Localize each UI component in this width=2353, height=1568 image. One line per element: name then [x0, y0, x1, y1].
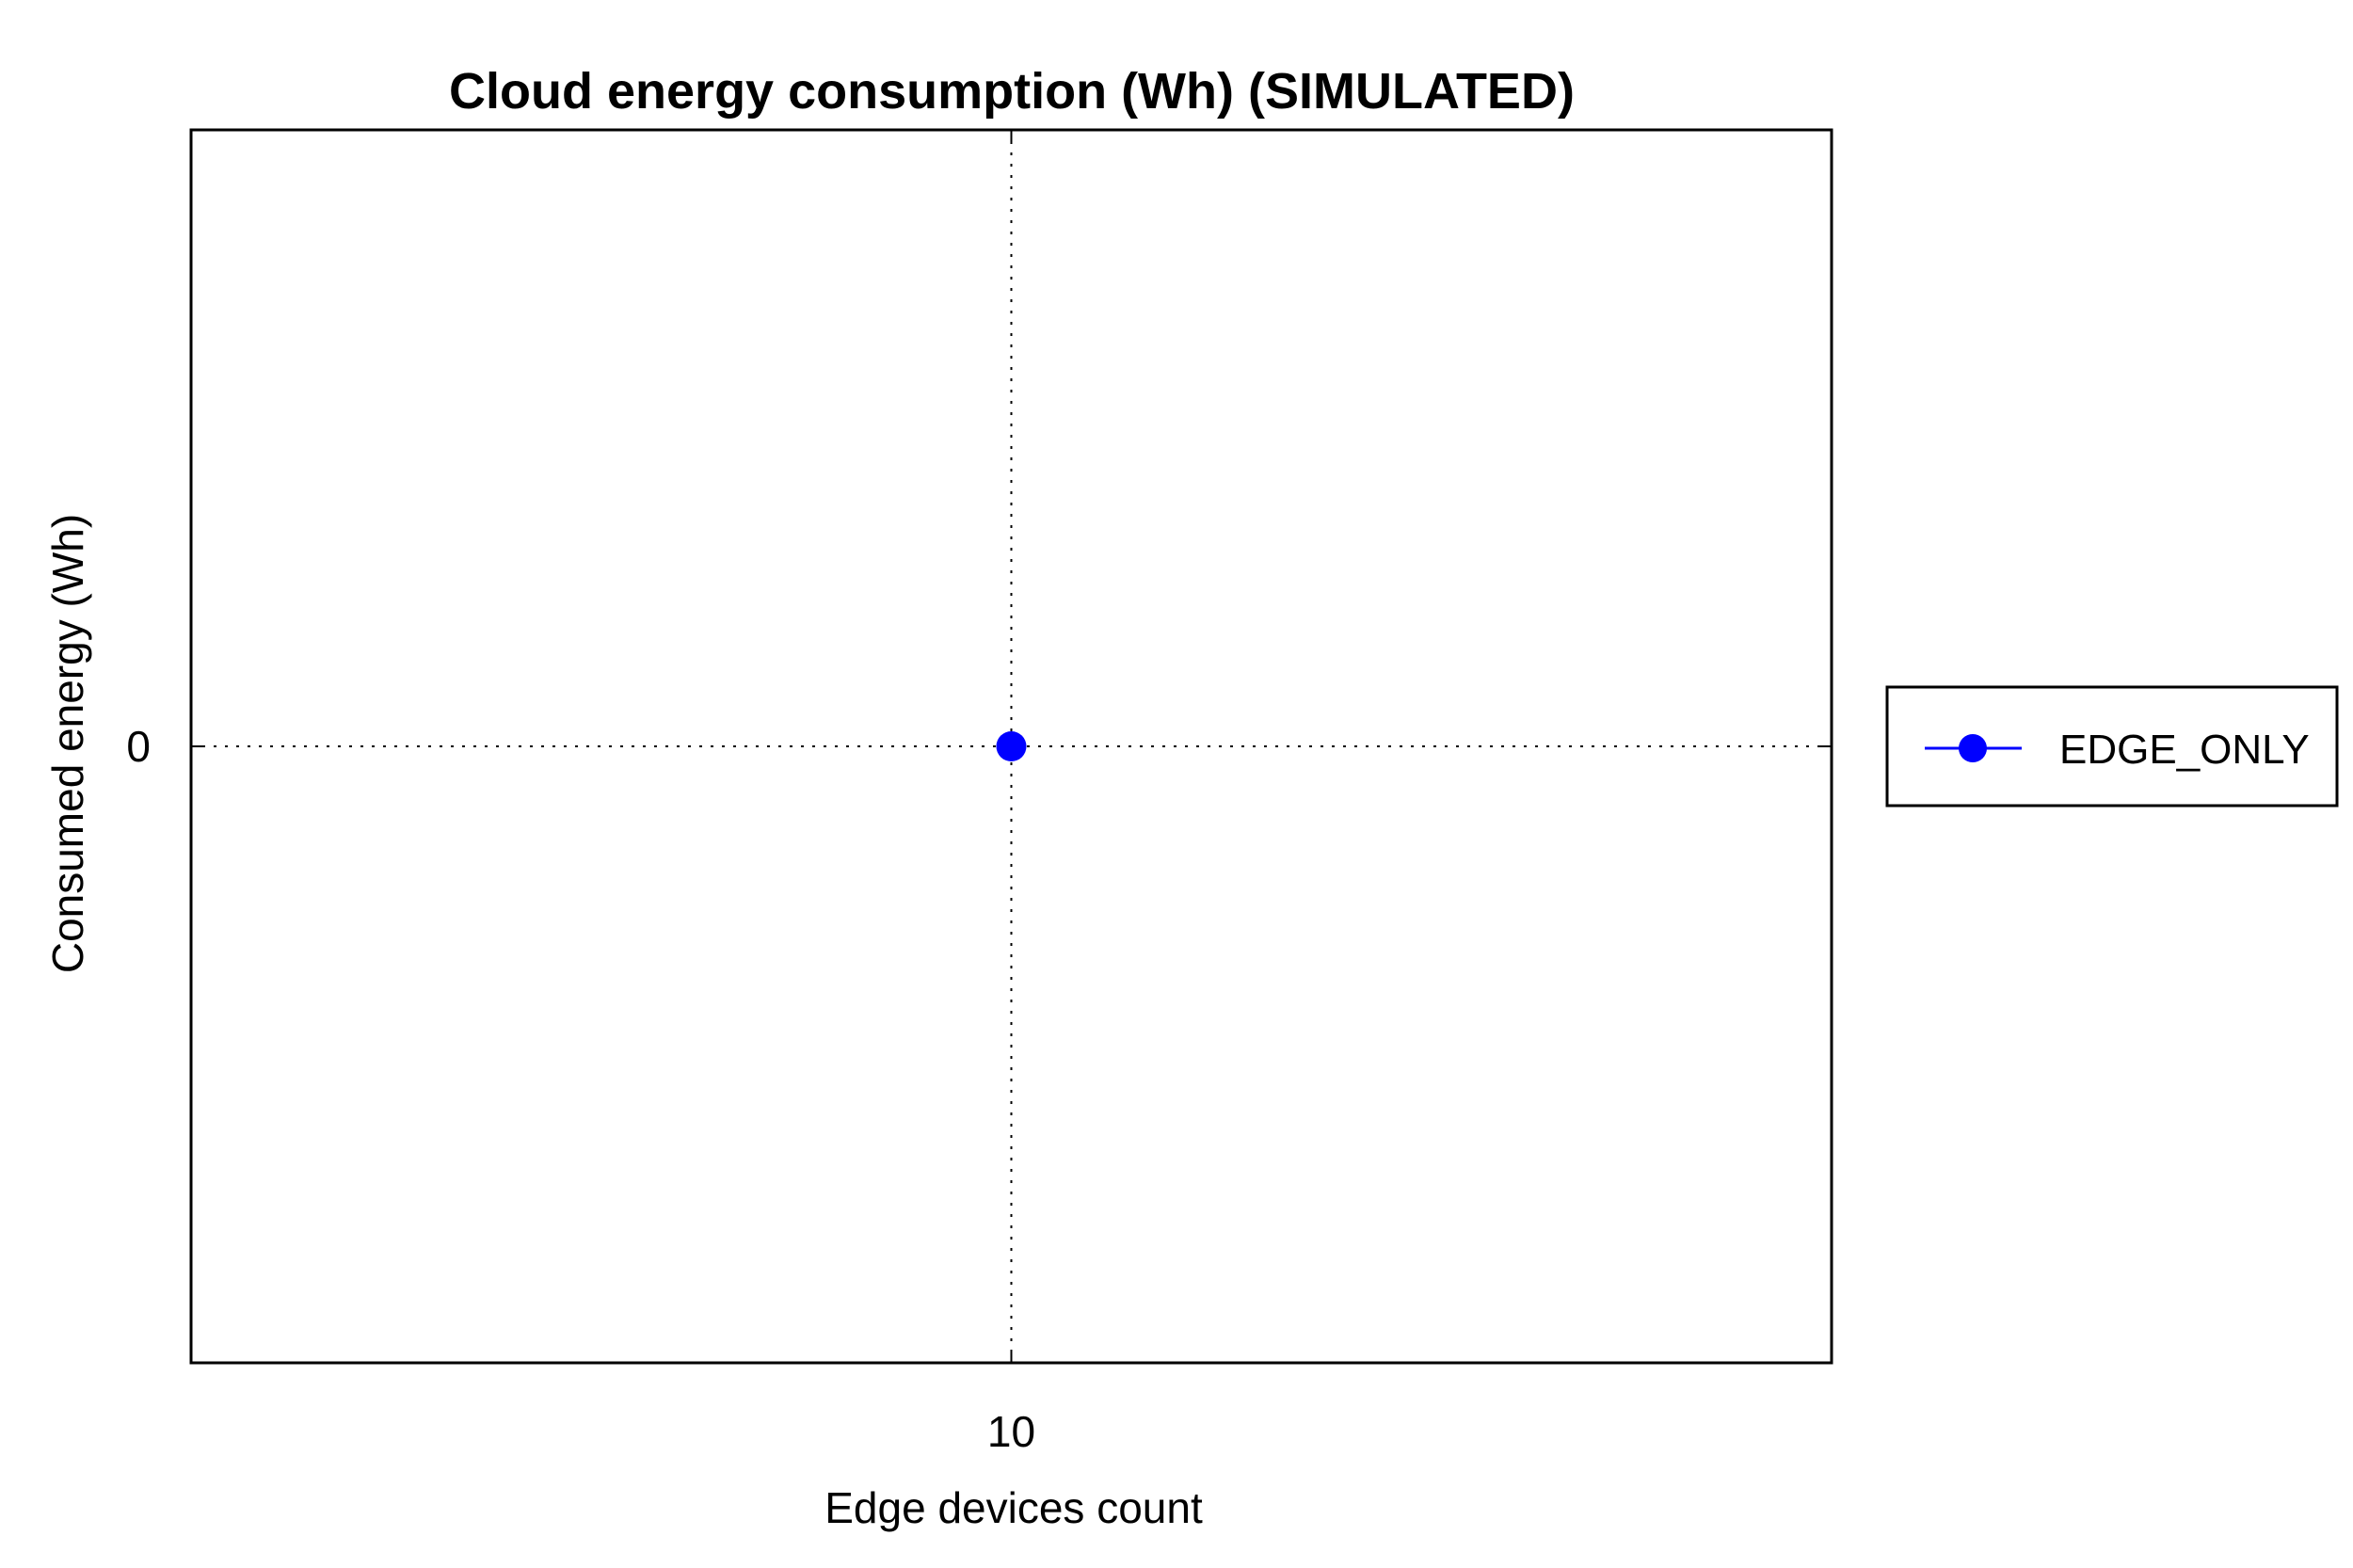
legend: EDGE_ONLY — [1885, 685, 2339, 808]
x-tick-label: 10 — [987, 1407, 1035, 1456]
data-point — [996, 731, 1027, 761]
legend-label: EDGE_ONLY — [2059, 727, 2310, 773]
y-tick-label: 0 — [126, 722, 151, 771]
y-axis-label: Consumed energy (Wh) — [43, 514, 92, 973]
axis-ticks: 10 0 — [126, 130, 1832, 1456]
legend-marker-swatch — [1959, 734, 1987, 762]
chart-title: Cloud energy consumption (Wh) (SIMULATED… — [449, 63, 1575, 120]
x-axis-label: Edge devices count — [824, 1483, 1203, 1532]
series-layer — [996, 731, 1027, 761]
grid-lines — [191, 130, 1832, 1363]
